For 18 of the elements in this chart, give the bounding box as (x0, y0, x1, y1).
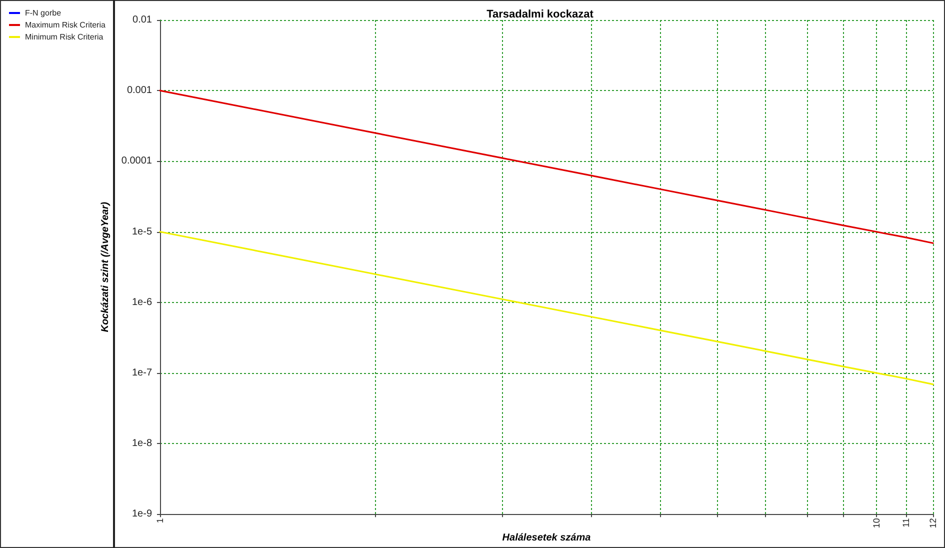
legend-label: Maximum Risk Criteria (25, 20, 106, 30)
y-tick-label: 0.001 (126, 85, 152, 96)
chart-title: Tarsadalmi kockazat (486, 8, 594, 20)
y-tick-label: 1e-5 (132, 226, 152, 238)
y-axis-title: Kockázati szint (/AvgeYear) (100, 201, 112, 332)
x-tick-label: 10 (871, 518, 882, 528)
legend-label: F-N gorbe (25, 8, 62, 18)
x-tick-label: 12 (928, 518, 938, 528)
x-tick-label: 1 (155, 518, 165, 524)
x-tick-label: 11 (900, 518, 911, 528)
y-tick-label: 1e-6 (132, 296, 152, 308)
legend-label: Minimum Risk Criteria (25, 32, 104, 42)
y-tick-label: 1e-7 (132, 367, 152, 378)
y-tick-label: 0.01 (132, 14, 152, 26)
x-axis-title: Halálesetek száma (502, 532, 592, 544)
y-tick-label: 1e-9 (132, 508, 152, 520)
y-tick-label: 1e-8 (132, 438, 152, 450)
y-tick-label: 0.0001 (121, 156, 152, 167)
